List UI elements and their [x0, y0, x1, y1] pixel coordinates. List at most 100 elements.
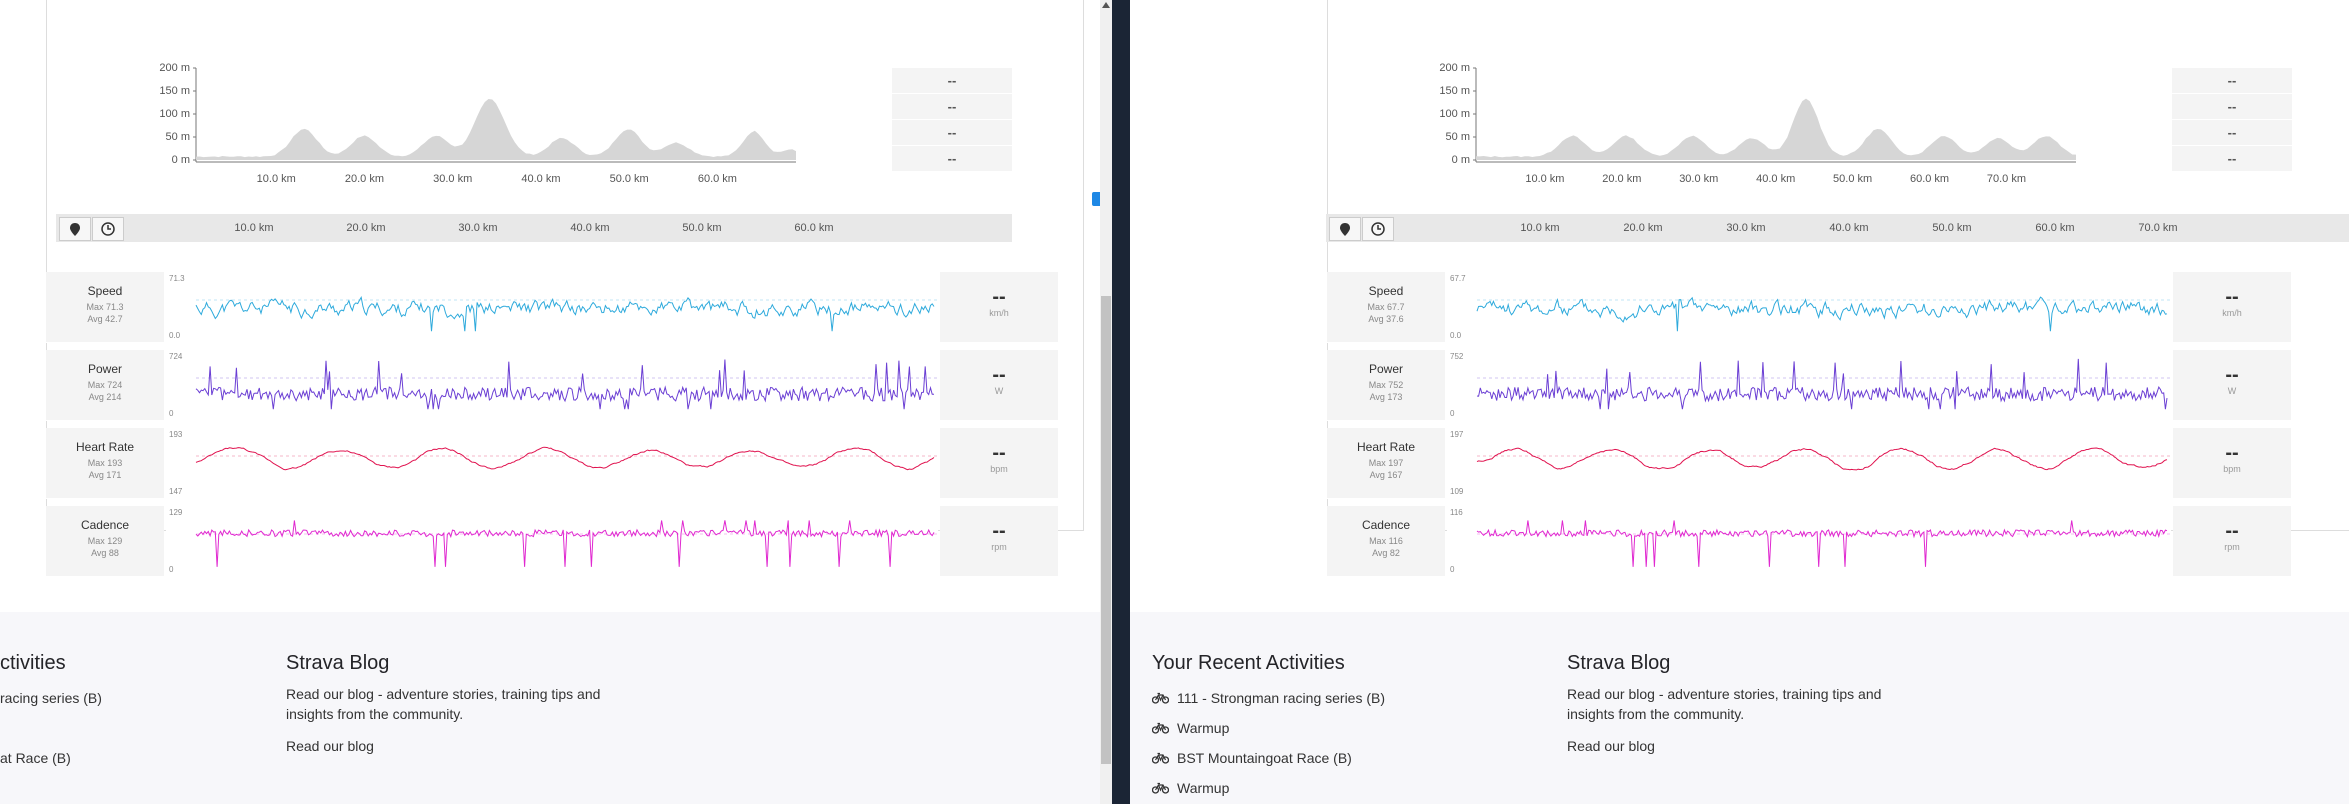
map-pin-button[interactable]	[59, 217, 91, 241]
distance-tick: 10.0 km	[234, 222, 274, 234]
stream-y-min: 0.0	[1450, 331, 1462, 340]
scroll-up-arrow-icon[interactable]	[1102, 2, 1110, 8]
stream-line	[195, 359, 934, 410]
scrollbar-thumb[interactable]	[1101, 296, 1111, 764]
stream-label: Cadence Max 129 Avg 88	[46, 506, 164, 576]
stream-title: Speed	[87, 284, 123, 298]
elevation-stat: --	[2172, 120, 2292, 146]
elevation-y-tick: 150 m	[159, 85, 190, 97]
recent-activity-link[interactable]: at Race (B)	[0, 750, 71, 766]
stream-avg: Avg 214	[88, 392, 122, 402]
stream-row-cadence: Cadence Max 129 Avg 88 129 0 -- rpm	[46, 506, 1058, 577]
elevation-x-tick: 30.0 km	[1679, 173, 1718, 185]
map-pin-button[interactable]	[1329, 217, 1361, 241]
stream-line-chart	[195, 359, 938, 410]
scrollbar[interactable]	[1100, 0, 1112, 804]
clock-icon	[1371, 222, 1385, 236]
stream-row-power: Power Max 752 Avg 173 752 0 -- W	[1327, 350, 2349, 421]
distance-tick: 70.0 km	[2138, 222, 2178, 234]
side-tab[interactable]	[1092, 192, 1100, 206]
stream-unit: bpm	[2223, 464, 2241, 474]
stream-value: -- rpm	[2173, 506, 2291, 576]
bike-icon	[1152, 752, 1169, 764]
time-axis-button[interactable]	[1362, 217, 1394, 241]
elevation-stat: --	[892, 120, 1012, 146]
stream-label: Power Max 752 Avg 173	[1327, 350, 1445, 420]
recent-activity-link[interactable]: Warmup	[1152, 780, 1229, 796]
stream-title: Cadence	[80, 518, 130, 532]
elevation-stat: --	[892, 68, 1012, 94]
stream-row-heart-rate: Heart Rate Max 197 Avg 167 197 109 -- bpm	[1327, 428, 2349, 499]
recent-activities-title: ctivities	[0, 652, 66, 674]
blog-description: Read our blog - adventure stories, train…	[286, 686, 601, 722]
distance-tick: 50.0 km	[682, 222, 722, 234]
blog-link[interactable]: Read our blog	[1567, 738, 1655, 754]
elevation-x-tick: 50.0 km	[610, 173, 649, 185]
stream-unit: rpm	[991, 542, 1007, 552]
elevation-y-tick: 200 m	[1439, 62, 1470, 74]
stream-plot: 752 0	[1447, 350, 2171, 420]
stream-row-speed: Speed Max 71.3 Avg 42.7 71.3 0.0 -- km/h	[46, 272, 1058, 343]
stream-plot: 129 0	[166, 506, 938, 576]
elevation-profile-chart: 200 m 150 m 100 m 50 m 0 m 10.0 km 20.0 km 30.0…	[159, 62, 796, 185]
stream-y-max: 67.7	[1450, 274, 1466, 283]
elevation-y-tick: 200 m	[159, 62, 190, 74]
elevation-stat: --	[892, 146, 1012, 172]
elevation-x-tick: 40.0 km	[521, 173, 560, 185]
stream-current-value: --	[2225, 520, 2239, 542]
distance-tick: 30.0 km	[458, 222, 498, 234]
stream-y-max: 752	[1450, 352, 1464, 361]
stream-plot: 193 147	[166, 428, 938, 498]
stream-line	[195, 446, 935, 471]
stream-max: Max 116	[1369, 536, 1403, 546]
stream-title: Power	[87, 362, 122, 376]
stream-row-speed: Speed Max 67.7 Avg 37.6 67.7 0.0 -- km/h	[1327, 272, 2349, 343]
distance-tick: 20.0 km	[1623, 222, 1663, 234]
recent-activity-link[interactable]: Warmup	[1152, 720, 1229, 736]
stream-plot: 116 0	[1447, 506, 2171, 576]
elevation-stat: --	[2172, 94, 2292, 120]
elevation-x-tick: 60.0 km	[1910, 173, 1949, 185]
stream-current-value: --	[2225, 442, 2239, 464]
bike-icon	[1152, 692, 1169, 704]
stream-title: Speed	[1368, 284, 1404, 298]
stream-label: Heart Rate Max 197 Avg 167	[1327, 428, 1445, 498]
stream-avg: Avg 171	[88, 470, 122, 480]
elevation-x-tick: 10.0 km	[1525, 173, 1564, 185]
distance-tick: 60.0 km	[2035, 222, 2075, 234]
stream-label: Speed Max 67.7 Avg 37.6	[1327, 272, 1445, 342]
stream-y-min: 147	[169, 487, 183, 496]
recent-activity-link[interactable]: 111 - Strongman racing series (B)	[1152, 690, 1385, 706]
elevation-y-tick: 100 m	[159, 108, 190, 120]
recent-activity-link[interactable]: BST Mountaingoat Race (B)	[1152, 750, 1352, 766]
stream-avg: Avg 42.7	[87, 314, 123, 324]
stream-title: Heart Rate	[1356, 440, 1416, 454]
stream-y-min: 0	[169, 565, 174, 574]
elevation-x-tick: 20.0 km	[1602, 173, 1641, 185]
stream-value: -- W	[2173, 350, 2291, 420]
stream-avg: Avg 173	[1369, 392, 1403, 402]
stream-plot: 67.7 0.0	[1447, 272, 2171, 342]
stream-max: Max 724	[87, 380, 123, 390]
stream-unit: W	[2227, 386, 2237, 396]
stream-current-value: --	[992, 286, 1006, 308]
elevation-area	[1476, 98, 2076, 160]
elevation-x-tick: 40.0 km	[1756, 173, 1795, 185]
stream-max: Max 129	[87, 536, 123, 546]
time-axis-button[interactable]	[92, 217, 124, 241]
stream-value: -- km/h	[2173, 272, 2291, 342]
blog-link[interactable]: Read our blog	[286, 738, 374, 754]
blog-title: Strava Blog	[286, 652, 390, 674]
distance-axis-labels: 10.0 km 20.0 km 30.0 km 40.0 km 50.0 km 60.0 …	[56, 214, 1012, 242]
distance-axis-bar: 10.0 km 20.0 km 30.0 km 40.0 km 50.0 km 60.0 …	[1326, 214, 2349, 242]
recent-activity-link[interactable]: racing series (B)	[0, 690, 102, 706]
map-pin-icon	[70, 222, 80, 236]
stream-unit: km/h	[2222, 308, 2242, 318]
stream-line	[1476, 358, 2168, 410]
bike-icon	[1152, 722, 1169, 734]
stream-y-max: 116	[1450, 508, 1463, 517]
stream-y-max: 129	[169, 508, 183, 517]
stream-value: -- km/h	[940, 272, 1058, 342]
stream-plot: 197 109	[1447, 428, 2171, 498]
stream-value: -- bpm	[2173, 428, 2291, 498]
